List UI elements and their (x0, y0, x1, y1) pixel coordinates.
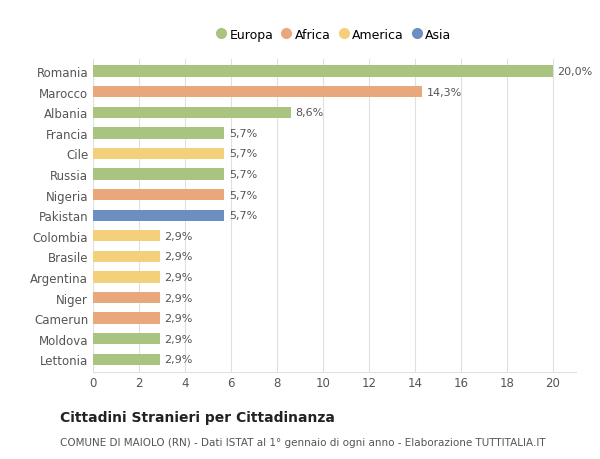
Bar (93, 230, 160, 242)
Legend: Europa, Africa, America, Asia: Europa, Africa, America, Asia (214, 25, 455, 46)
Text: 2,9%: 2,9% (164, 252, 193, 262)
Bar (93, 148, 224, 160)
Text: 8,6%: 8,6% (295, 108, 323, 118)
Bar (93, 354, 160, 365)
Bar (93, 333, 160, 345)
Text: Cittadini Stranieri per Cittadinanza: Cittadini Stranieri per Cittadinanza (60, 411, 335, 425)
Bar (93, 67, 553, 78)
Text: 2,9%: 2,9% (164, 334, 193, 344)
Bar (93, 251, 160, 263)
Text: 2,9%: 2,9% (164, 354, 193, 364)
Bar (93, 107, 291, 119)
Text: 5,7%: 5,7% (229, 170, 257, 179)
Text: 14,3%: 14,3% (427, 88, 462, 97)
Bar (93, 313, 160, 324)
Text: 5,7%: 5,7% (229, 129, 257, 139)
Bar (93, 292, 160, 303)
Text: 2,9%: 2,9% (164, 293, 193, 303)
Bar (93, 169, 224, 180)
Text: 5,7%: 5,7% (229, 211, 257, 221)
Text: 2,9%: 2,9% (164, 313, 193, 324)
Text: 5,7%: 5,7% (229, 190, 257, 200)
Bar (93, 210, 224, 221)
Bar (93, 87, 422, 98)
Bar (93, 190, 224, 201)
Text: 5,7%: 5,7% (229, 149, 257, 159)
Text: COMUNE DI MAIOLO (RN) - Dati ISTAT al 1° gennaio di ogni anno - Elaborazione TUT: COMUNE DI MAIOLO (RN) - Dati ISTAT al 1°… (60, 437, 545, 448)
Bar (93, 128, 224, 139)
Bar (93, 272, 160, 283)
Text: 2,9%: 2,9% (164, 231, 193, 241)
Text: 20,0%: 20,0% (557, 67, 593, 77)
Text: 2,9%: 2,9% (164, 272, 193, 282)
